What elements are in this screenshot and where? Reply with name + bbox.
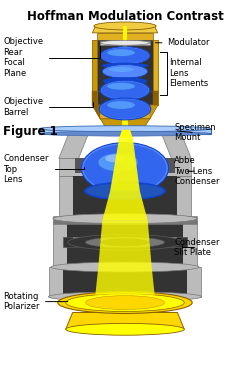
Ellipse shape	[100, 48, 150, 64]
Text: Modulator: Modulator	[156, 38, 210, 47]
Polygon shape	[110, 139, 140, 191]
Polygon shape	[100, 119, 150, 127]
Ellipse shape	[107, 101, 135, 109]
Ellipse shape	[107, 83, 135, 90]
Polygon shape	[73, 176, 177, 216]
Polygon shape	[153, 91, 158, 105]
Bar	[92, 40, 97, 105]
Ellipse shape	[107, 49, 135, 56]
Text: Objective
Rear
Focal
Plane: Objective Rear Focal Plane	[4, 38, 100, 78]
Text: Internal
Lens
Elements: Internal Lens Elements	[170, 59, 209, 88]
Ellipse shape	[82, 143, 168, 194]
Polygon shape	[150, 105, 158, 119]
Ellipse shape	[86, 296, 164, 309]
Text: Hoffman Modulation Contrast: Hoffman Modulation Contrast	[26, 10, 224, 23]
Polygon shape	[63, 237, 187, 247]
Polygon shape	[122, 26, 128, 129]
Ellipse shape	[98, 153, 138, 171]
Polygon shape	[97, 40, 153, 91]
Ellipse shape	[66, 323, 184, 335]
Ellipse shape	[102, 63, 148, 68]
Text: Abbe
Two-Lens
Condenser: Abbe Two-Lens Condenser	[174, 156, 220, 186]
Ellipse shape	[84, 144, 166, 192]
Text: Figure 1: Figure 1	[4, 125, 58, 138]
Bar	[153, 40, 158, 105]
Polygon shape	[92, 26, 158, 33]
Ellipse shape	[51, 262, 199, 272]
Ellipse shape	[58, 292, 192, 314]
Polygon shape	[67, 221, 183, 265]
Ellipse shape	[102, 65, 148, 78]
Polygon shape	[59, 176, 191, 218]
Text: Condenser
Top
Lens: Condenser Top Lens	[4, 154, 84, 184]
Ellipse shape	[86, 237, 164, 248]
Polygon shape	[63, 267, 187, 295]
Ellipse shape	[100, 99, 150, 119]
Ellipse shape	[68, 235, 182, 250]
Ellipse shape	[94, 22, 156, 30]
Polygon shape	[66, 312, 184, 329]
Polygon shape	[92, 105, 100, 119]
Ellipse shape	[100, 80, 150, 100]
Ellipse shape	[48, 292, 202, 302]
Polygon shape	[59, 133, 88, 158]
Polygon shape	[162, 133, 191, 158]
Polygon shape	[95, 267, 155, 295]
Ellipse shape	[101, 81, 149, 99]
Polygon shape	[39, 129, 211, 133]
Ellipse shape	[99, 98, 151, 120]
Ellipse shape	[109, 67, 134, 72]
Text: Objective
Barrel: Objective Barrel	[4, 97, 94, 117]
Ellipse shape	[66, 294, 184, 311]
Ellipse shape	[53, 214, 197, 224]
Ellipse shape	[86, 183, 164, 199]
Polygon shape	[97, 33, 153, 40]
Bar	[100, 41, 150, 45]
Ellipse shape	[39, 131, 211, 136]
Ellipse shape	[84, 182, 166, 200]
Polygon shape	[53, 221, 197, 267]
Polygon shape	[153, 40, 158, 105]
Polygon shape	[92, 105, 158, 119]
Ellipse shape	[100, 47, 150, 65]
Text: Condenser
Slit Plate: Condenser Slit Plate	[174, 238, 220, 257]
Polygon shape	[74, 158, 176, 173]
Ellipse shape	[105, 155, 125, 162]
Polygon shape	[92, 40, 97, 105]
Polygon shape	[49, 267, 201, 297]
Ellipse shape	[100, 40, 150, 45]
Ellipse shape	[39, 126, 211, 132]
Polygon shape	[92, 91, 97, 105]
Bar	[97, 40, 153, 105]
Polygon shape	[98, 221, 152, 267]
Polygon shape	[59, 158, 191, 176]
Ellipse shape	[103, 77, 147, 85]
Text: Rotating
Polarizer: Rotating Polarizer	[4, 292, 68, 311]
Ellipse shape	[100, 238, 150, 246]
Polygon shape	[59, 216, 191, 221]
Polygon shape	[73, 237, 177, 246]
Text: Specimen
Mount: Specimen Mount	[174, 123, 216, 143]
Polygon shape	[53, 216, 197, 224]
Polygon shape	[119, 130, 133, 139]
Polygon shape	[102, 191, 148, 221]
